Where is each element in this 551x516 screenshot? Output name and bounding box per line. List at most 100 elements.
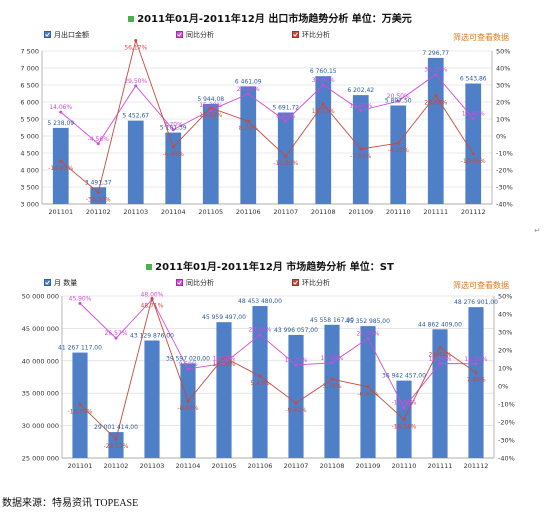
x-tick-label: 201107 bbox=[273, 208, 298, 216]
mom-line bbox=[60, 38, 474, 194]
y-left-tick-label: 40 000 000 bbox=[22, 357, 59, 365]
mom-point bbox=[150, 296, 154, 300]
x-tick-label: 201112 bbox=[464, 462, 489, 470]
mom-line bbox=[79, 296, 477, 441]
bar-value-label: 48 276 901,00 bbox=[454, 299, 498, 306]
y-left-tick-label: 30 000 000 bbox=[22, 422, 59, 430]
mom-point bbox=[96, 190, 100, 194]
yoy-point bbox=[258, 333, 262, 337]
mom-value-label: -8,45% bbox=[177, 405, 199, 412]
x-tick-label: 201101 bbox=[48, 208, 73, 216]
bar bbox=[252, 306, 268, 458]
bar-value-label: 43 129 876,00 bbox=[130, 333, 174, 340]
yoy-point bbox=[114, 336, 118, 340]
yoy-point bbox=[209, 108, 213, 112]
x-tick-label: 201106 bbox=[248, 462, 273, 470]
y-right-tick-label: -40% bbox=[498, 455, 515, 463]
yoy-value-label: 26,50% bbox=[357, 330, 380, 337]
y-left-tick-label: 4 500 bbox=[20, 150, 39, 158]
bar bbox=[180, 363, 196, 458]
x-tick-label: 201108 bbox=[320, 462, 345, 470]
bar-value-label: 29 001 414,00 bbox=[94, 424, 138, 431]
filter-view-data-link[interactable]: 筛选可查看数据 bbox=[453, 33, 509, 42]
yoy-point bbox=[134, 84, 138, 88]
y-left-tick-label: 5 500 bbox=[20, 116, 39, 124]
mom-value-label: -0,45% bbox=[357, 391, 379, 398]
mom-point bbox=[330, 377, 334, 381]
bar bbox=[315, 76, 332, 204]
quantity-chart: 25 000 000 30 000 000 35 000 000 40 000 000… bbox=[22, 292, 515, 470]
bar bbox=[390, 105, 407, 204]
legend-item-mom[interactable]: 环比分析 bbox=[292, 30, 330, 40]
yoy-value-label: 12,90% bbox=[321, 355, 344, 362]
bar bbox=[202, 103, 219, 204]
yoy-value-label: 14,06% bbox=[49, 104, 72, 111]
x-tick-label: 201110 bbox=[392, 462, 417, 470]
yoy-value-label: 48,00% bbox=[141, 292, 164, 299]
bar bbox=[288, 334, 304, 458]
yoy-value-label: -12,00% bbox=[391, 400, 416, 407]
y-left-tick-label: 7 000 bbox=[20, 65, 39, 73]
yoy-point bbox=[321, 83, 325, 87]
x-tick-label: 201108 bbox=[311, 208, 336, 216]
bar bbox=[127, 120, 144, 204]
legend-item-bars[interactable]: 月出口金额 bbox=[44, 30, 89, 40]
bar bbox=[277, 112, 294, 204]
y-right-tick-label: 50% bbox=[498, 293, 512, 301]
yoy-value-label: 36,20% bbox=[424, 66, 447, 73]
y-right-tick-label: 20% bbox=[498, 347, 512, 355]
bar-value-label: 45 558 167,00 bbox=[310, 317, 354, 324]
bar-value-label: 39 597 020,00 bbox=[166, 355, 210, 362]
yoy-point bbox=[186, 367, 190, 371]
mom-point bbox=[366, 385, 370, 389]
yoy-point bbox=[438, 362, 442, 365]
bar-value-label: 48 453 480,00 bbox=[238, 298, 282, 305]
x-tick-label: 201104 bbox=[161, 208, 186, 216]
mom-value-label: 18,77% bbox=[312, 108, 335, 115]
y-right-tick-label: 50% bbox=[496, 48, 510, 56]
yoy-point bbox=[294, 363, 298, 367]
x-tick-label: 201102 bbox=[104, 462, 129, 470]
mom-value-label: 16,00% bbox=[213, 361, 236, 368]
y-left-tick-label: 50 000 000 bbox=[22, 293, 59, 301]
legend-item-yoy[interactable]: 同比分析 bbox=[176, 30, 214, 40]
mom-point bbox=[209, 106, 213, 110]
green-square-icon bbox=[146, 264, 153, 270]
y-right-tick-label: -10% bbox=[498, 401, 515, 409]
mom-point bbox=[471, 152, 475, 156]
x-tick-label: 201111 bbox=[423, 208, 448, 216]
y-right-tick-label: 40% bbox=[498, 311, 512, 319]
mom-point bbox=[246, 119, 250, 123]
yoy-line bbox=[79, 298, 477, 409]
return-arrow-icon: ↵ bbox=[534, 226, 541, 235]
mom-value-label: -18,54% bbox=[391, 423, 416, 430]
bar-value-label: 5 238,09 bbox=[47, 120, 74, 127]
yoy-value-label: 9,50% bbox=[178, 361, 197, 368]
bar-value-label: 45 352 985,00 bbox=[346, 318, 390, 325]
filter-view-data-link[interactable]: 筛选可查看数据 bbox=[453, 281, 509, 290]
mom-point bbox=[222, 355, 226, 359]
bar-value-label: 41 267 117,00 bbox=[58, 345, 102, 352]
legend-item-yoy[interactable]: 同比分析 bbox=[176, 278, 214, 288]
y-right-tick-label: 10% bbox=[496, 116, 510, 124]
yoy-value-label: 28,50% bbox=[249, 327, 272, 334]
quantity-chart-panel: 2011年01月-2011年12月 市场趋势分析 单位：ST 筛选可查看数据 月… bbox=[0, 248, 551, 488]
checkbox-checked-icon bbox=[292, 30, 299, 38]
bar-value-label: 3 491,37 bbox=[85, 179, 112, 186]
legend-item-bars[interactable]: 月 数量 bbox=[44, 278, 77, 288]
x-tick-label: 201105 bbox=[212, 462, 237, 470]
bar bbox=[240, 86, 257, 204]
mom-value-label: -10,20% bbox=[67, 408, 92, 415]
x-tick-label: 201103 bbox=[123, 208, 148, 216]
yoy-value-label: 24,80% bbox=[237, 86, 260, 93]
yoy-point bbox=[171, 128, 175, 132]
yoy-value-label: 29,50% bbox=[124, 78, 147, 85]
y-left-tick-label: 7 500 bbox=[20, 48, 39, 56]
mom-value-label: 8,70% bbox=[239, 125, 258, 132]
mom-value-label: -33,20% bbox=[86, 196, 111, 203]
legend-item-mom[interactable]: 环比分析 bbox=[292, 278, 330, 288]
bar bbox=[465, 83, 482, 204]
mom-point bbox=[78, 402, 82, 406]
bar bbox=[360, 326, 376, 458]
yoy-point bbox=[78, 301, 82, 305]
